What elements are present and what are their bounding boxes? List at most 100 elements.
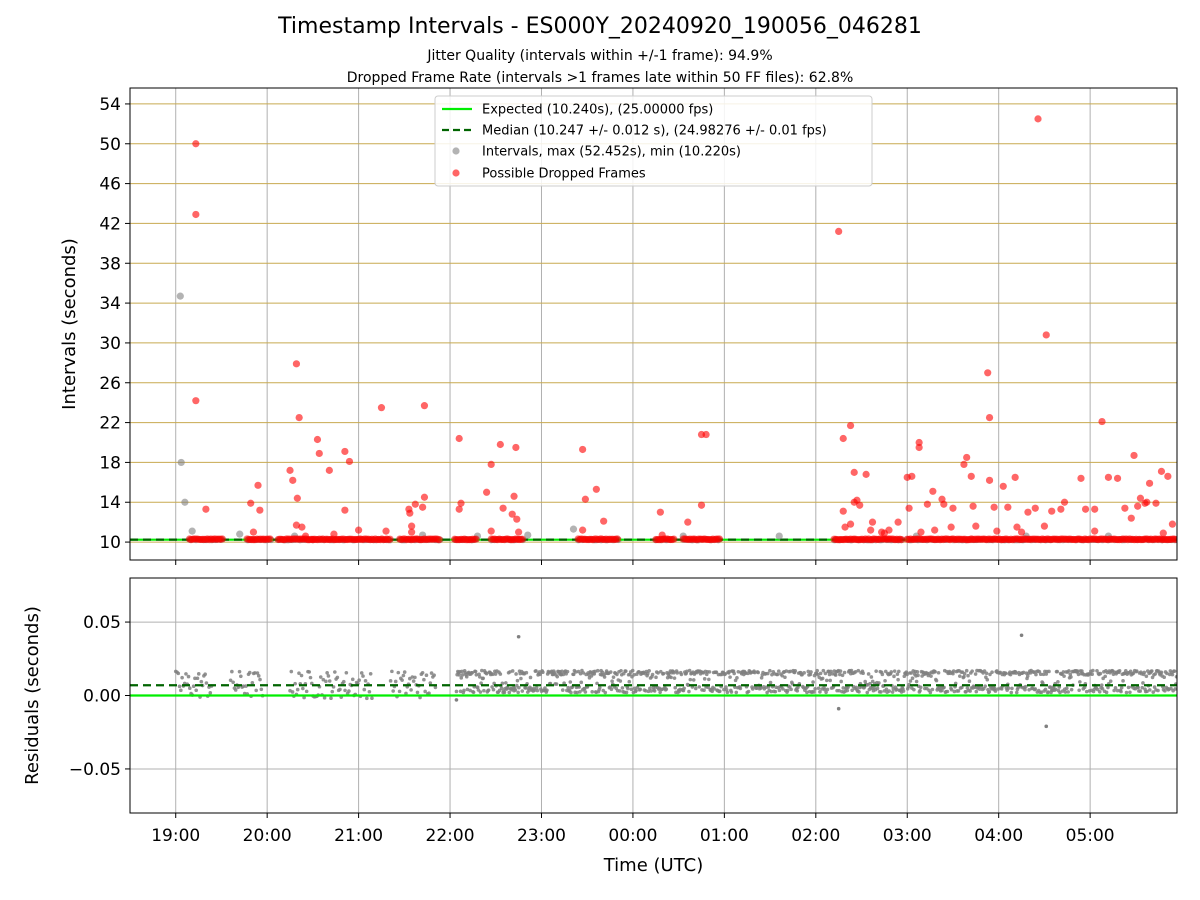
residual-point (874, 669, 878, 673)
residual-point (945, 689, 950, 694)
residual-point (350, 677, 355, 682)
bottom-panel-frame (129, 577, 1178, 814)
residual-point (818, 671, 823, 676)
x-tick-label: 03:00 (883, 826, 932, 846)
dropped-frame-point (1017, 528, 1026, 536)
residual-point (707, 677, 711, 682)
residual-point (230, 669, 234, 674)
dropped-frame-point (1143, 498, 1151, 506)
dropped-frame-point (487, 527, 495, 535)
residual-point (330, 689, 335, 694)
residual-point (727, 669, 732, 674)
dropped-frame-point (1042, 331, 1050, 339)
dropped-frame-point (345, 457, 354, 466)
residual-point (1113, 686, 1118, 690)
legend-entry: Intervals, max (52.452s), min (10.220s) (482, 145, 741, 160)
residual-point (1078, 680, 1082, 684)
residual-point (1067, 669, 1071, 673)
residual-point (964, 689, 968, 694)
dropped-frame-point (579, 526, 587, 534)
residual-point (915, 670, 920, 674)
residual-point (934, 678, 939, 683)
dropped-frames-band (185, 535, 1177, 544)
residual-point (1128, 690, 1132, 695)
residual-point (850, 688, 854, 693)
residual-point (827, 672, 832, 677)
residual-point (824, 690, 828, 695)
x-tick-label: 01:00 (700, 826, 749, 846)
residual-point (422, 677, 426, 682)
residual-point (1170, 672, 1175, 677)
interval-point (236, 530, 244, 538)
dropped-frame-point (202, 505, 210, 513)
legend: Expected (10.240s), (25.00000 fps) Median… (434, 95, 873, 187)
residual-point (865, 690, 870, 695)
residual-point (672, 676, 677, 680)
dropped-frame-point (1040, 522, 1049, 530)
residual-point (735, 676, 739, 680)
residual-point (1084, 689, 1089, 694)
residual-point (335, 675, 340, 680)
residual-point (1124, 690, 1129, 695)
residual-point (1047, 669, 1051, 674)
dropped-frame-point (325, 466, 333, 474)
residual-point (777, 688, 782, 693)
residual-point (857, 690, 861, 694)
dropped-frame-point (947, 523, 955, 531)
residual-point (498, 672, 503, 676)
residual-point (180, 675, 184, 680)
dropped-frame-point (600, 517, 608, 525)
residual-point (480, 668, 484, 673)
residual-point (892, 674, 896, 679)
residual-point (1021, 670, 1026, 675)
residual-point (462, 688, 466, 693)
x-tick-label: 00:00 (608, 826, 657, 846)
residual-point (519, 676, 523, 681)
residual-point (928, 690, 933, 695)
residual-point (902, 674, 907, 679)
dropped-frame-subtitle: Dropped Frame Rate (intervals >1 frames … (346, 70, 854, 86)
residual-point (845, 688, 850, 693)
dropped-frame-point (487, 460, 495, 469)
dropped-frame-point (254, 481, 262, 489)
residual-point (458, 689, 463, 694)
residual-point (204, 681, 209, 685)
dropped-frame-point (1098, 417, 1106, 426)
residual-point (679, 672, 684, 677)
residual-point (413, 675, 417, 680)
residual-point (775, 672, 780, 677)
residual-point (579, 680, 584, 685)
residual-point (482, 688, 486, 693)
residual-point (756, 670, 760, 675)
residual-point (534, 669, 538, 673)
residual-point (646, 689, 651, 694)
dropped-frame-point (862, 470, 870, 478)
residual-point (233, 688, 238, 692)
dropped-frame-point (613, 535, 622, 543)
residual-point (236, 685, 241, 690)
residual-point (429, 671, 434, 675)
residual-point (1152, 685, 1157, 689)
residual-point (1136, 685, 1140, 690)
residual-point (595, 668, 600, 673)
residual-point (423, 689, 427, 694)
top-y-axis-label: Intervals (seconds) (59, 238, 80, 410)
residual-point (1100, 686, 1105, 691)
residual-point (697, 685, 702, 689)
residual-point (307, 670, 312, 674)
dropped-frame-point (355, 526, 363, 534)
dropped-frame-point (850, 468, 858, 476)
residual-point (781, 687, 785, 691)
residual-point (393, 679, 398, 684)
dropped-frame-point (472, 535, 480, 543)
residual-point (1014, 690, 1019, 695)
residual-point (1027, 687, 1031, 692)
residual-point (491, 687, 496, 692)
dropped-frame-point (985, 476, 994, 484)
residual-point (968, 689, 972, 693)
residual-point (304, 689, 309, 694)
residual-point (729, 690, 734, 694)
residual-point (341, 679, 346, 684)
dropped-frame-point (483, 488, 491, 496)
residual-point (179, 688, 183, 693)
